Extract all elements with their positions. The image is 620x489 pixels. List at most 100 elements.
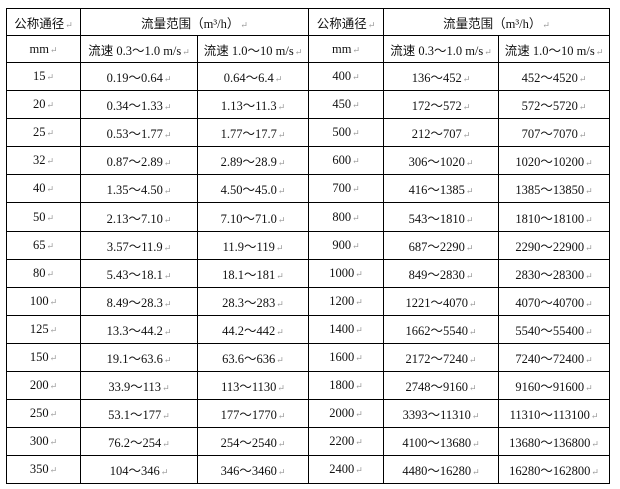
- left-low-velocity-range-cell: 19.1～63.6: [80, 342, 198, 373]
- left-high-velocity-range-cell: 113～1130: [197, 371, 309, 401]
- right-low-velocity-range-cell: 212～707: [383, 118, 499, 148]
- left-dn-cell: 50: [6, 202, 81, 232]
- header-dn-left: 公称通径: [6, 8, 81, 36]
- left-low-velocity-range-cell: 33.9～113: [80, 371, 198, 401]
- right-high-velocity-range-cell: 572～5720: [498, 90, 610, 120]
- left-low-velocity-range-cell: 3.57～11.9: [80, 230, 198, 260]
- table-row: 150.19～0.640.64～6.4400136～452452～4520: [6, 61, 610, 92]
- left-dn-cell: 25: [6, 118, 81, 148]
- right-high-velocity-range-cell: 7240～72400: [498, 342, 610, 373]
- left-dn-cell: 300: [6, 427, 81, 457]
- left-high-velocity-range-cell: 7.10～71.0: [197, 202, 309, 232]
- right-low-velocity-range-cell: 3393～11310: [383, 399, 499, 429]
- right-dn-cell: 700: [308, 174, 384, 204]
- left-low-velocity-range-cell: 1.35～4.50: [80, 174, 198, 204]
- right-dn-cell: 1200: [308, 286, 384, 316]
- flow-range-table: 公称通径 流量范围（m³/h） 公称通径 流量范围（m³/h） mm 流速 0.…: [6, 8, 610, 485]
- right-high-velocity-range-cell: 11310～113100: [498, 399, 610, 429]
- header-dn-right: 公称通径: [308, 8, 384, 36]
- right-dn-cell: 2200: [308, 427, 384, 457]
- left-high-velocity-range-cell: 63.6～636: [197, 342, 309, 373]
- table-row: 502.13～7.107.10～71.0800543～18101810～1810…: [6, 202, 610, 232]
- right-low-velocity-range-cell: 687～2290: [383, 230, 499, 260]
- left-high-velocity-range-cell: 4.50～45.0: [197, 174, 309, 204]
- header-low-velocity-left: 流速 0.3～1.0 m/s: [80, 35, 198, 63]
- left-dn-cell: 150: [6, 342, 81, 373]
- left-low-velocity-range-cell: 8.49～28.3: [80, 286, 198, 316]
- right-high-velocity-range-cell: 1810～18100: [498, 202, 610, 232]
- table-row: 30076.2～254254～254022004100～1368013680～1…: [6, 427, 610, 457]
- left-high-velocity-range-cell: 346～3460: [197, 455, 309, 485]
- right-dn-cell: 1600: [308, 342, 384, 373]
- left-low-velocity-range-cell: 53.1～177: [80, 399, 198, 429]
- right-low-velocity-range-cell: 416～1385: [383, 174, 499, 204]
- right-high-velocity-range-cell: 452～4520: [498, 61, 610, 92]
- left-dn-cell: 125: [6, 314, 81, 344]
- left-low-velocity-range-cell: 0.53～1.77: [80, 118, 198, 148]
- left-high-velocity-range-cell: 1.13～11.3: [197, 90, 309, 120]
- right-dn-cell: 1800: [308, 371, 384, 401]
- table-row: 350104～346346～346024004480～1628016280～16…: [6, 455, 610, 485]
- header-low-velocity-right: 流速 0.3～1.0 m/s: [383, 35, 499, 63]
- table-row: 15019.1～63.663.6～63616002172～72407240～72…: [6, 342, 610, 373]
- table-row: 1008.49～28.328.3～28312001221～40704070～40…: [6, 286, 610, 316]
- left-high-velocity-range-cell: 28.3～283: [197, 286, 309, 316]
- left-dn-cell: 65: [6, 230, 81, 260]
- header-high-velocity-left: 流速 1.0～10 m/s: [197, 35, 309, 63]
- right-high-velocity-range-cell: 16280～162800: [498, 455, 610, 485]
- right-low-velocity-range-cell: 172～572: [383, 90, 499, 120]
- right-low-velocity-range-cell: 136～452: [383, 61, 499, 92]
- table-row: 401.35～4.504.50～45.0700416～13851385～1385…: [6, 174, 610, 204]
- right-low-velocity-range-cell: 4480～16280: [383, 455, 499, 485]
- right-dn-cell: 400: [308, 61, 384, 92]
- right-low-velocity-range-cell: 4100～13680: [383, 427, 499, 457]
- right-low-velocity-range-cell: 1221～4070: [383, 286, 499, 316]
- table-row: 250.53～1.771.77～17.7500212～707707～7070: [6, 118, 610, 148]
- header-unit-right: mm: [308, 35, 384, 63]
- right-low-velocity-range-cell: 543～1810: [383, 202, 499, 232]
- right-low-velocity-range-cell: 2748～9160: [383, 371, 499, 401]
- table-row: 653.57～11.911.9～119900687～22902290～22900: [6, 230, 610, 260]
- left-high-velocity-range-cell: 18.1～181: [197, 258, 309, 288]
- right-dn-cell: 900: [308, 230, 384, 260]
- right-dn-cell: 800: [308, 202, 384, 232]
- right-high-velocity-range-cell: 9160～91600: [498, 371, 610, 401]
- left-low-velocity-range-cell: 0.87～2.89: [80, 146, 198, 176]
- left-high-velocity-range-cell: 254～2540: [197, 427, 309, 457]
- table-row: 320.87～2.892.89～28.9600306～10201020～1020…: [6, 146, 610, 176]
- header-unit-left: mm: [6, 35, 81, 63]
- table-row: 20033.9～113113～113018002748～91609160～916…: [6, 371, 610, 401]
- table-row: 805.43～18.118.1～1811000849～28302830～2830…: [6, 258, 610, 288]
- left-high-velocity-range-cell: 44.2～442: [197, 314, 309, 344]
- left-dn-cell: 20: [6, 90, 81, 120]
- left-dn-cell: 15: [6, 61, 81, 92]
- right-dn-cell: 450: [308, 90, 384, 120]
- left-high-velocity-range-cell: 0.64～6.4: [197, 61, 309, 92]
- left-high-velocity-range-cell: 1.77～17.7: [197, 118, 309, 148]
- right-high-velocity-range-cell: 4070～40700: [498, 286, 610, 316]
- header-row-1: 公称通径 流量范围（m³/h） 公称通径 流量范围（m³/h）: [6, 8, 610, 36]
- left-dn-cell: 350: [6, 455, 81, 485]
- header-row-2: mm 流速 0.3～1.0 m/s 流速 1.0～10 m/s mm 流速 0.…: [6, 35, 610, 63]
- left-high-velocity-range-cell: 2.89～28.9: [197, 146, 309, 176]
- right-high-velocity-range-cell: 2830～28300: [498, 258, 610, 288]
- left-low-velocity-range-cell: 0.34～1.33: [80, 90, 198, 120]
- right-low-velocity-range-cell: 849～2830: [383, 258, 499, 288]
- header-range-right: 流量范围（m³/h）: [383, 8, 610, 36]
- header-high-velocity-right: 流速 1.0～10 m/s: [498, 35, 610, 63]
- table-row: 200.34～1.331.13～11.3450172～572572～5720: [6, 90, 610, 120]
- right-high-velocity-range-cell: 707～7070: [498, 118, 610, 148]
- left-high-velocity-range-cell: 177～1770: [197, 399, 309, 429]
- right-high-velocity-range-cell: 5540～55400: [498, 314, 610, 344]
- left-dn-cell: 100: [6, 286, 81, 316]
- right-dn-cell: 2000: [308, 399, 384, 429]
- left-dn-cell: 32: [6, 146, 81, 176]
- right-low-velocity-range-cell: 2172～7240: [383, 342, 499, 373]
- left-low-velocity-range-cell: 0.19～0.64: [80, 61, 198, 92]
- left-high-velocity-range-cell: 11.9～119: [197, 230, 309, 260]
- right-high-velocity-range-cell: 1385～13850: [498, 174, 610, 204]
- right-dn-cell: 1400: [308, 314, 384, 344]
- right-high-velocity-range-cell: 2290～22900: [498, 230, 610, 260]
- right-dn-cell: 1000: [308, 258, 384, 288]
- left-dn-cell: 250: [6, 399, 81, 429]
